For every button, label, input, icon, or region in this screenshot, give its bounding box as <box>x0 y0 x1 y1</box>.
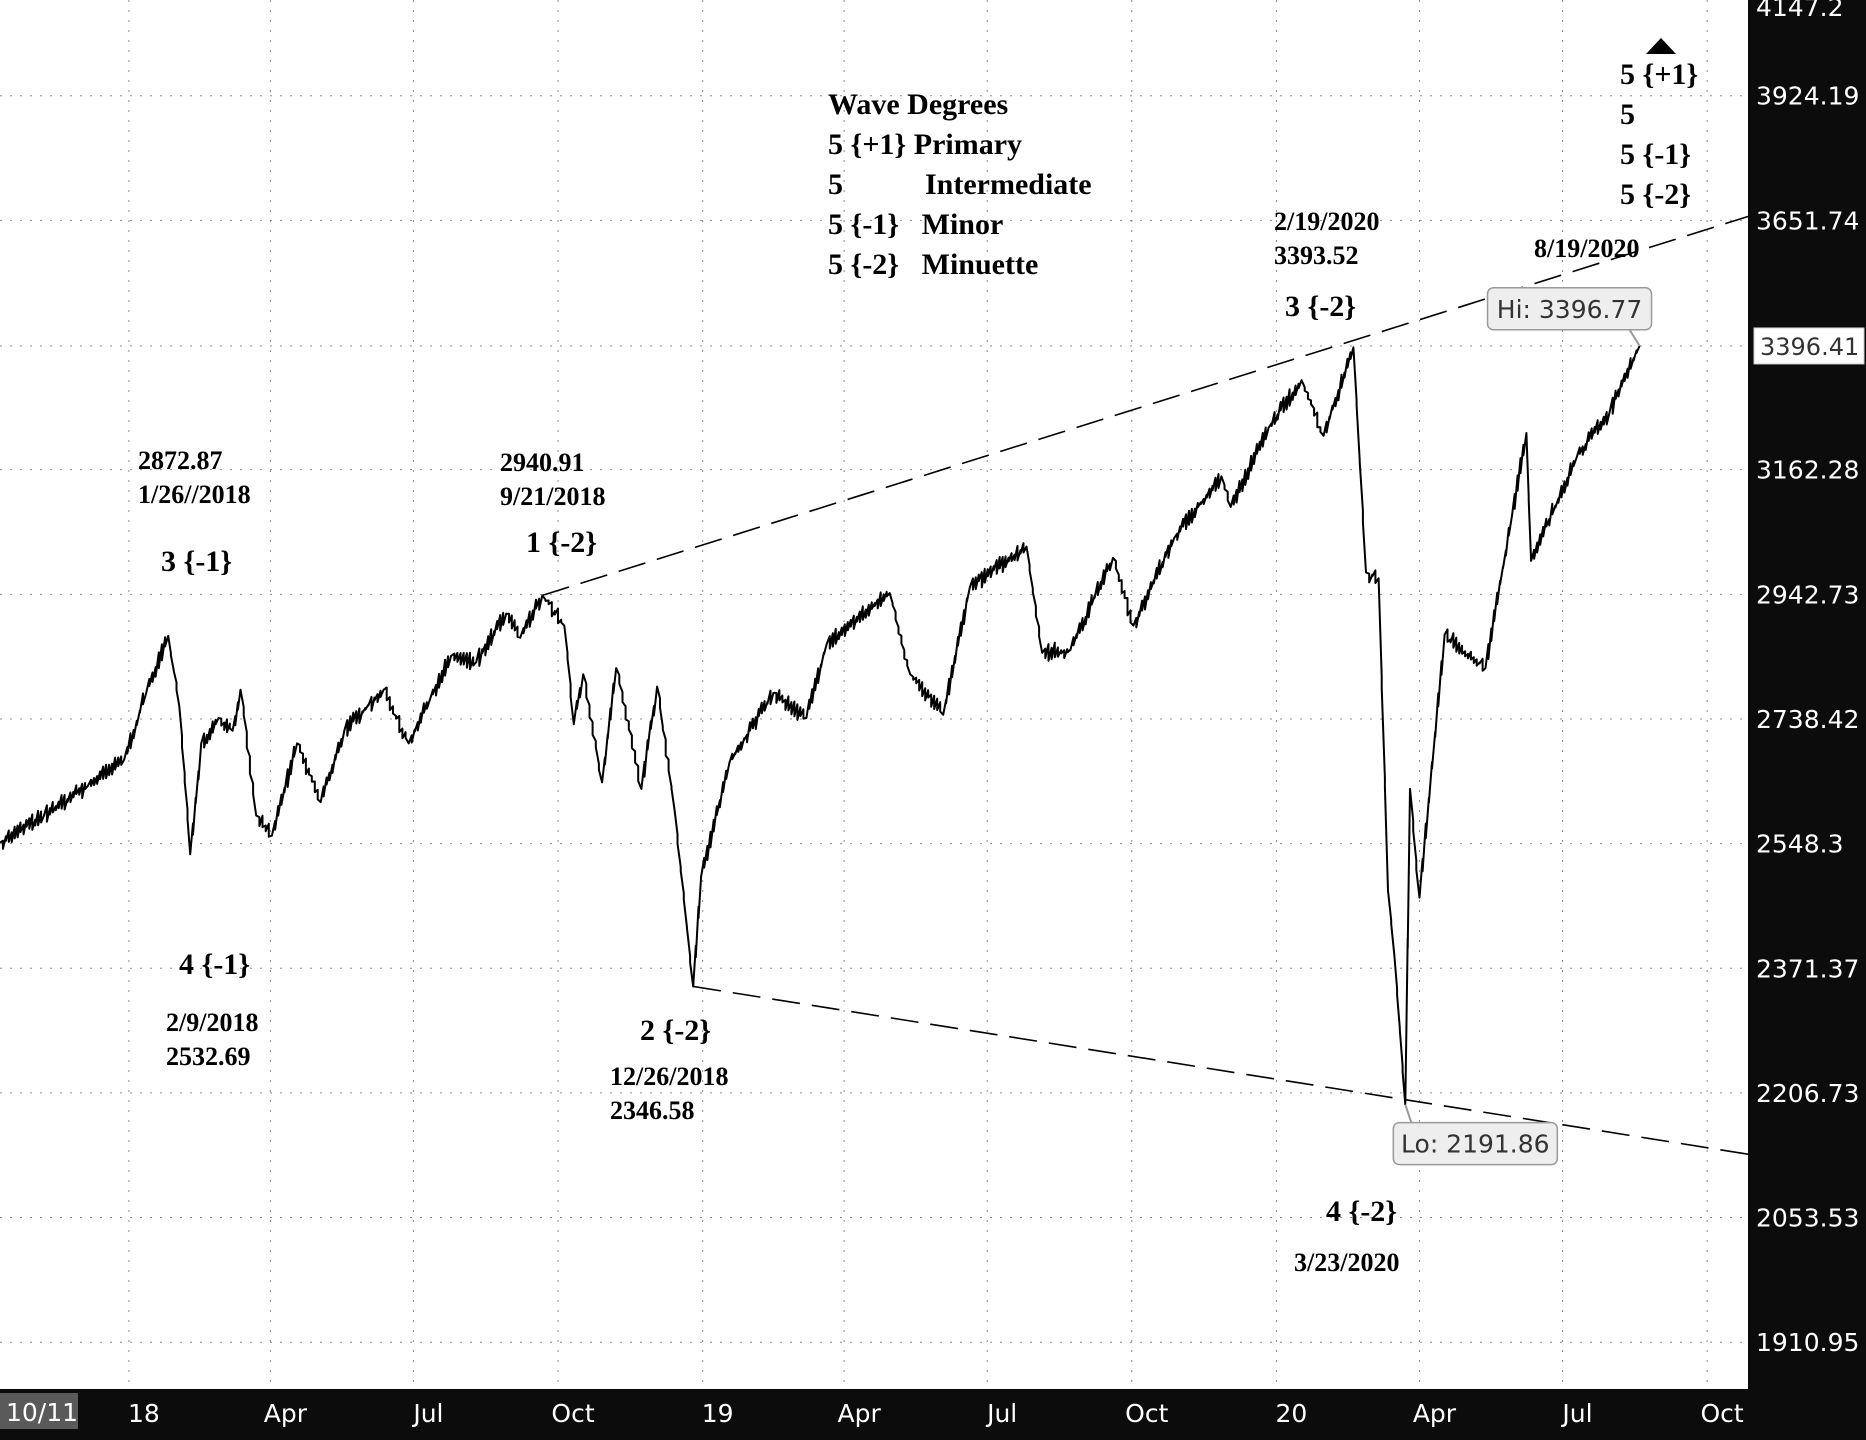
time-tick-label: Jul <box>985 1399 1017 1428</box>
price-tick-label: 3924.19 <box>1756 82 1859 111</box>
wave-3-minuette-label: 3 {-2} <box>1285 290 1356 323</box>
price-tick-label: 4147.2 <box>1756 0 1843 22</box>
wave-4-minuette-label: 4 {-2} <box>1326 1195 1397 1228</box>
price-tick-label: 3162.28 <box>1756 456 1859 485</box>
lo-callout-pointer <box>1404 1104 1413 1123</box>
time-tick-label: 20 <box>1276 1399 1308 1428</box>
current-date-label: 10/11 <box>6 1398 78 1427</box>
current-date-box <box>0 1393 78 1429</box>
time-tick-label: Oct <box>1701 1399 1744 1428</box>
time-tick-label: Apr <box>264 1399 308 1428</box>
legend-intermediate-name: Intermediate <box>925 168 1092 201</box>
low-dec-date-label: 12/26/2018 <box>610 1062 728 1091</box>
time-tick-label: 19 <box>702 1399 734 1428</box>
grid <box>0 0 1748 1389</box>
lo-callout-box <box>1392 1121 1559 1166</box>
aug-2020-date-label: 8/19/2020 <box>1534 234 1639 263</box>
price-tick-label: 1910.95 <box>1756 1328 1859 1357</box>
price-axis-background <box>1748 0 1866 1440</box>
legend-primary: 5 {+1} Primary <box>828 128 1022 161</box>
legend-minuette: 5 {-2} Minuette <box>828 248 1038 281</box>
low-2018-date-label: 2/9/2018 <box>166 1008 258 1037</box>
wave5-intermediate-label: 5 <box>1620 98 1635 131</box>
peak-2018-date-label: 1/26//2018 <box>138 480 251 509</box>
upper-trendline <box>542 215 1749 597</box>
trendlines <box>542 215 1749 1155</box>
time-axis: 10/11 18 Apr Jul Oct 19 Apr Jul Oct 20 Apr Jul Oct <box>0 1393 1744 1429</box>
last-price-marker: 3396.41 <box>1753 327 1865 365</box>
price-tick-label: 2053.53 <box>1756 1204 1859 1233</box>
price-axis: 1910.95 2053.53 2206.73 2371.37 2548.3 2738.4… <box>1756 0 1859 1357</box>
up-arrow-icon <box>1646 38 1676 54</box>
time-tick-label: Oct <box>551 1399 594 1428</box>
legend-minor: 5 {-1} Minor <box>828 208 1003 241</box>
wave5-primary-label: 5 {+1} <box>1620 58 1698 91</box>
time-tick-label: Oct <box>1125 1399 1168 1428</box>
time-tick-label: Jul <box>411 1399 443 1428</box>
price-tick-label: 2548.3 <box>1756 830 1843 859</box>
peak-2020-date-label: 2/19/2020 <box>1274 207 1379 236</box>
hi-callout-box <box>1486 287 1653 331</box>
price-tick-label: 3651.74 <box>1756 206 1859 235</box>
last-price-label: 3396.41 <box>1760 333 1859 361</box>
hi-callout-pointer <box>1628 329 1641 347</box>
wave-1-minuette-label: 1 {-2} <box>526 526 597 559</box>
price-tick-label: 2738.42 <box>1756 705 1859 734</box>
time-tick-label: Apr <box>838 1399 882 1428</box>
legend-title: Wave Degrees <box>828 88 1008 121</box>
time-tick-label: 18 <box>128 1399 160 1428</box>
peak-2020-value-label: 3393.52 <box>1274 241 1359 270</box>
time-tick-label: Apr <box>1413 1399 1457 1428</box>
wave-3-minor-label: 3 {-1} <box>161 545 232 578</box>
wave5-minuette-label: 5 {-2} <box>1620 178 1691 211</box>
wave-2-minuette-label: 2 {-2} <box>640 1014 711 1047</box>
time-tick-label: Jul <box>1560 1399 1592 1428</box>
peak-sep-date-label: 9/21/2018 <box>500 482 605 511</box>
legend-intermediate-number: 5 <box>828 168 843 201</box>
price-tick-label: 2942.73 <box>1756 580 1859 609</box>
peak-sep-value-label: 2940.91 <box>500 448 585 477</box>
price-tick-label: 2206.73 <box>1756 1079 1859 1108</box>
wave-4-minor-label: 4 {-1} <box>179 948 250 981</box>
wave5-minor-label: 5 {-1} <box>1620 138 1691 171</box>
price-series-line <box>0 345 1641 1106</box>
time-axis-background <box>0 1389 1866 1440</box>
low-2020-date-label: 3/23/2020 <box>1294 1248 1399 1277</box>
low-dec-value-label: 2346.58 <box>610 1096 695 1125</box>
callouts: Hi: 3396.77 Lo: 2191.86 <box>1392 287 1653 1166</box>
lower-trendline <box>693 985 1749 1155</box>
price-tick-label: 2371.37 <box>1756 954 1859 983</box>
lo-callout-label: Lo: 2191.86 <box>1401 1130 1550 1159</box>
peak-2018-value-label: 2872.87 <box>138 446 223 475</box>
hi-callout-label: Hi: 3396.77 <box>1497 295 1643 324</box>
low-2018-value-label: 2532.69 <box>166 1042 251 1071</box>
last-price-box <box>1753 327 1865 365</box>
